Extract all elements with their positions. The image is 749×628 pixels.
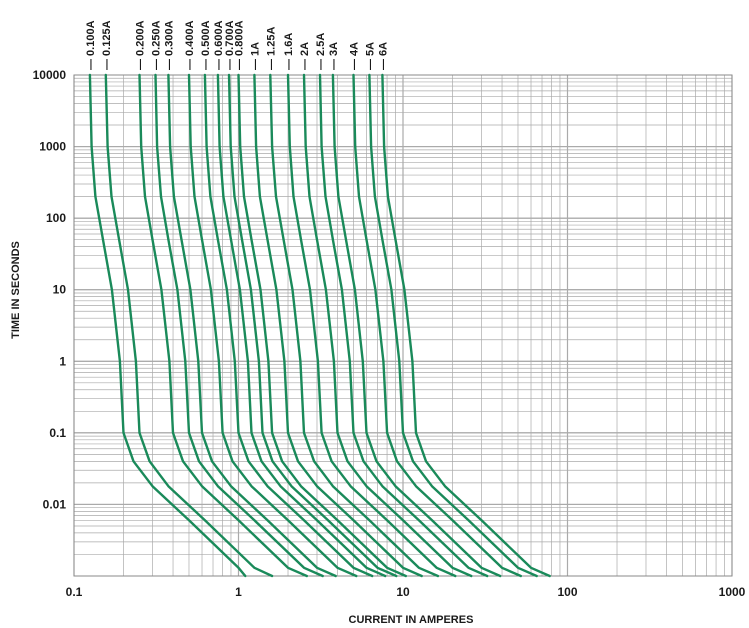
curve-0.100A	[88, 73, 247, 578]
curve-5A	[368, 73, 538, 578]
rating-label-0.300A: — 0.300A	[163, 20, 175, 70]
curve-0.700A	[227, 73, 398, 578]
curve-1.25A	[269, 73, 440, 578]
rating-label-1A: — 1A	[249, 42, 261, 70]
curve-3A	[331, 73, 502, 578]
rating-label-0.200A: — 0.200A	[135, 20, 147, 70]
x-tick-label: 1000	[719, 585, 746, 599]
rating-label-5A: — 5A	[364, 42, 376, 70]
x-tick-label: 0.1	[66, 585, 83, 599]
curve-2.5A	[318, 73, 489, 578]
curve-1.6A	[286, 73, 457, 578]
y-tick-label: 1	[59, 354, 66, 368]
curve-0.400A	[187, 73, 358, 578]
curve-0.125A	[104, 73, 274, 578]
rating-label-0.125A: — 0.125A	[101, 20, 113, 70]
curve-2A	[302, 73, 473, 578]
curve-0.200A	[138, 73, 308, 578]
x-axis-title: CURRENT IN AMPERES	[349, 614, 474, 626]
rating-label-4A: — 4A	[349, 42, 361, 70]
curve-0.500A	[203, 73, 374, 578]
y-tick-label: 0.01	[43, 497, 67, 511]
rating-label-1.25A: — 1.25A	[265, 27, 277, 70]
rating-label-2.5A: — 2.5A	[315, 33, 327, 70]
rating-label-0.800A: — 0.800A	[234, 20, 246, 70]
y-axis-title: TIME IN SECONDS	[10, 241, 22, 339]
curve-0.800A	[237, 73, 407, 578]
rating-label-1.6A: — 1.6A	[283, 33, 295, 70]
curve-0.600A	[216, 73, 387, 578]
rating-label-0.500A: — 0.500A	[200, 20, 212, 70]
rating-label-3A: — 3A	[328, 42, 340, 70]
x-tick-label: 100	[557, 585, 577, 599]
rating-label-2A: — 2A	[299, 42, 311, 70]
tick-labels: 0.1 1 10 100 1000 0.01 0.1 1 10 100 1000 10000	[33, 68, 746, 599]
y-tick-label: 10	[53, 283, 67, 297]
rating-label-6A: — 6A	[377, 42, 389, 70]
curve-1A	[253, 73, 423, 578]
rating-label-0.100A: — 0.100A	[85, 20, 97, 70]
y-tick-label: 100	[46, 211, 66, 225]
curve-4A	[352, 73, 522, 578]
rating-label-0.600A: — 0.600A	[213, 20, 225, 70]
rating-labels: — 0.100A — 0.125A — 0.200A — 0.250A — 0.300A…	[85, 20, 389, 70]
curve-0.250A	[154, 73, 324, 578]
x-tick-label: 1	[235, 585, 242, 599]
y-tick-label: 10000	[33, 68, 67, 82]
rating-label-0.400A: — 0.400A	[184, 20, 196, 70]
y-tick-label: 1000	[39, 140, 66, 154]
rating-label-0.250A: — 0.250A	[151, 20, 163, 70]
rating-label-0.700A: — 0.700A	[224, 20, 236, 70]
curve-6A	[381, 73, 551, 578]
curve-0.300A	[167, 73, 337, 578]
grid	[73, 74, 733, 577]
y-tick-label: 0.1	[49, 426, 66, 440]
curves	[88, 73, 551, 578]
x-tick-label: 10	[396, 585, 410, 599]
